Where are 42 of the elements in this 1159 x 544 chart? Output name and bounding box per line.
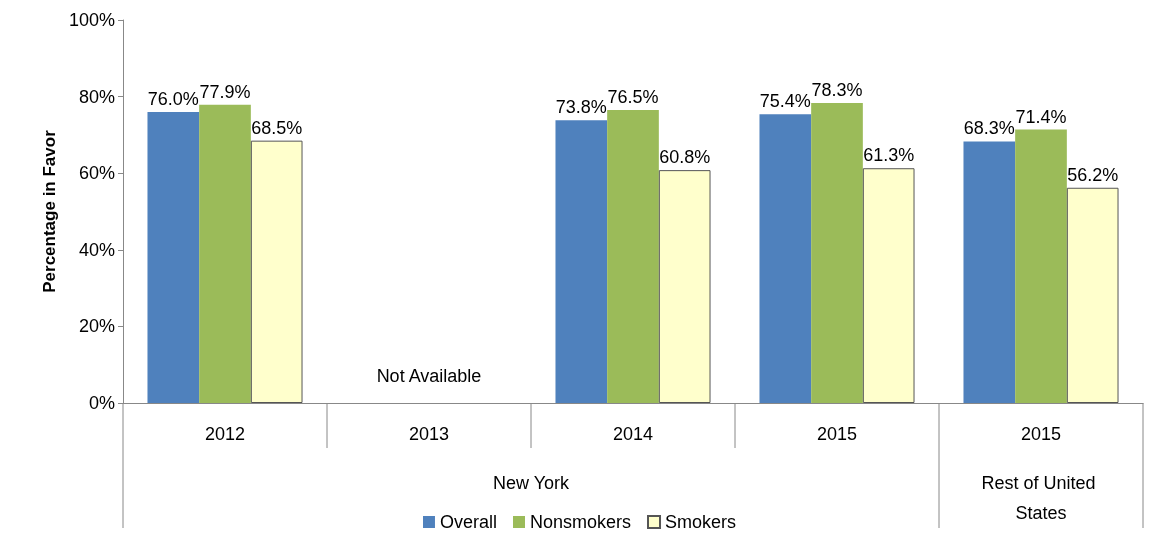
data-label: 68.5% (251, 117, 303, 138)
data-label: 78.3% (811, 80, 863, 101)
text: New York (492, 473, 571, 493)
data-label: 60.8% (659, 147, 711, 168)
bar (658, 170, 711, 403)
y-tick-label: 100% (68, 10, 115, 30)
bar (963, 141, 1016, 403)
data-label: 71.4% (1015, 106, 1067, 127)
data-label: 68.3% (963, 118, 1015, 139)
legend-label: Overall (439, 512, 497, 532)
y-tick-label: 60% (78, 163, 115, 184)
text: Rest of United States (981, 473, 1101, 523)
bar (862, 168, 915, 403)
data-label: 77.9% (199, 81, 251, 102)
bar (811, 103, 863, 403)
data-label: 56.2% (1067, 164, 1119, 185)
y-tick-label: 0% (88, 393, 115, 413)
data-label: 76.5% (607, 87, 659, 107)
annotation: Not Available (376, 366, 482, 386)
x-tick-label: 2014 (612, 424, 654, 444)
bar (759, 114, 812, 403)
bar (1066, 187, 1119, 403)
bar (1015, 129, 1067, 403)
bar (250, 140, 303, 403)
y-tick-label: 80% (78, 86, 115, 107)
data-label: 76.0% (147, 88, 199, 109)
x-tick-label: 2013 (408, 424, 450, 444)
bar (607, 110, 659, 403)
bar (199, 104, 251, 403)
bar (147, 111, 200, 403)
y-tick-label: 40% (78, 239, 115, 260)
y-tick-label: 20% (78, 316, 115, 337)
legend-label: Nonsmokers (529, 512, 632, 532)
y-axis-title: Percentage in Favor (40, 129, 60, 293)
data-label: 75.4% (759, 91, 811, 112)
data-label: 61.3% (863, 145, 915, 166)
data-label: 73.8% (555, 97, 607, 118)
x-tick-label: 2012 (204, 424, 246, 444)
bar (555, 120, 608, 403)
x-tick-label: 2015 (1020, 424, 1062, 444)
legend-label: Smokers (665, 512, 737, 532)
x-tick-label: 2015 (816, 424, 858, 444)
